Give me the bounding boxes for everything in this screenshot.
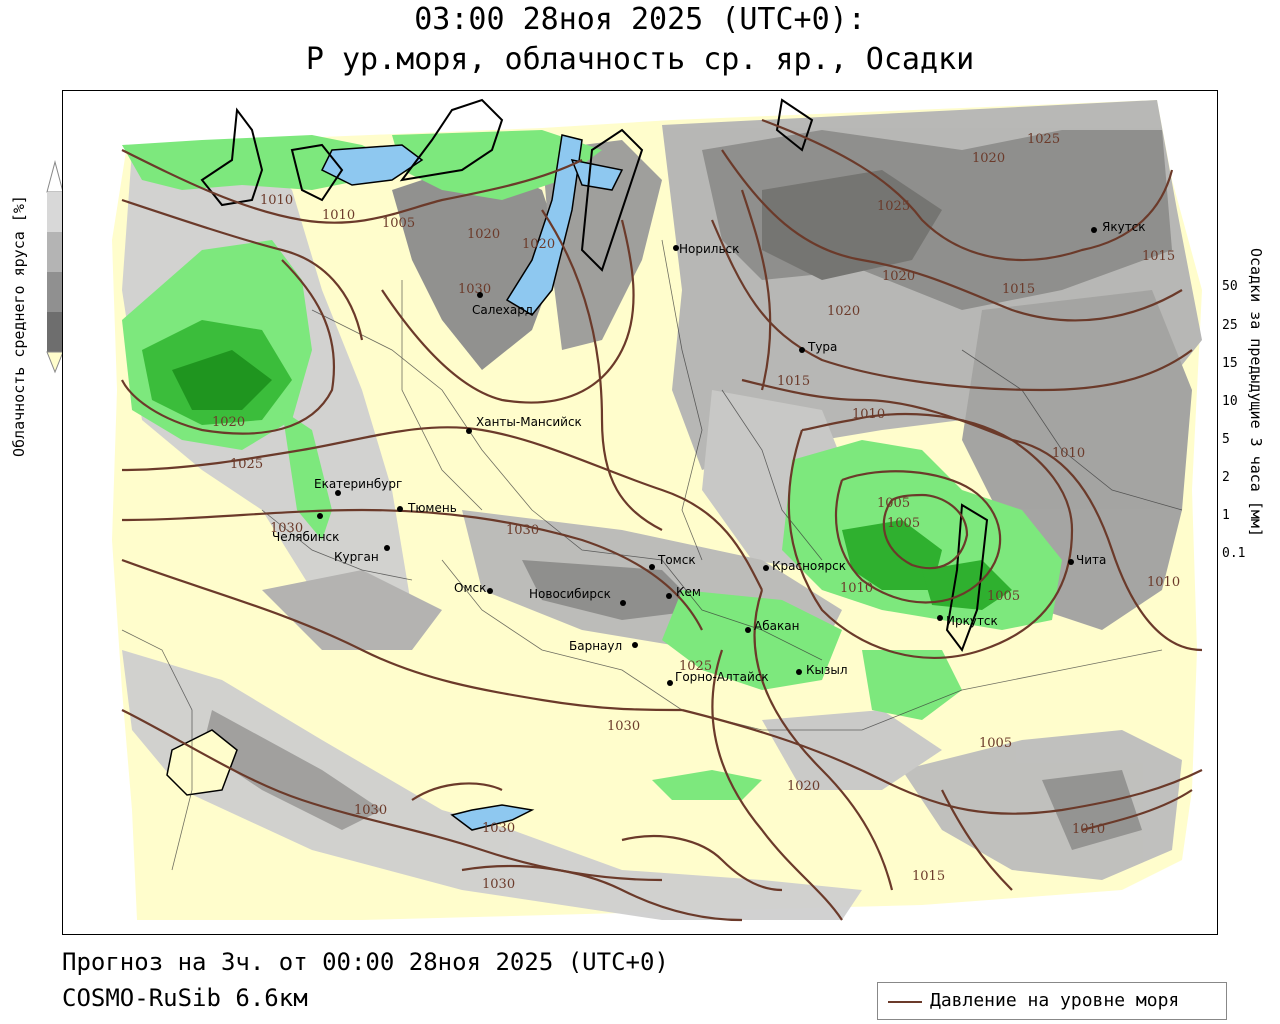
isobar-label: 1015 (777, 374, 810, 389)
pressure-legend-line (888, 1001, 922, 1003)
isobar-label: 1020 (827, 304, 860, 319)
isobar-label: 1005 (987, 589, 1020, 604)
city-label: Тюмень (407, 501, 457, 515)
isobar-label: 1005 (979, 736, 1012, 751)
isobar-label: 1005 (877, 496, 910, 511)
coastlines (200, 98, 989, 653)
city-label: Красноярск (772, 559, 846, 573)
precip-tick-15: 15 (1222, 356, 1238, 371)
isobar-label: 1025 (230, 457, 263, 472)
city-label: Абакан (754, 619, 799, 633)
isobar-label: 1010 (1052, 446, 1085, 461)
isobar-label: 1010 (1147, 575, 1180, 590)
isobar-label: 1020 (972, 151, 1005, 166)
city-label: Горно-Алтайск (675, 670, 769, 684)
isobar-label: 1010 (260, 193, 293, 208)
city-label: Кызыл (806, 663, 848, 677)
city-label: Томск (657, 553, 696, 567)
model-name: COSMO-RuSib 6.6км (62, 984, 308, 1012)
precip-tick-1: 1 (1222, 508, 1230, 523)
weather-map[interactable]: 1025 1020 1025 1015 1020 1015 1020 1015 … (62, 90, 1218, 935)
isobar-label: 1010 (840, 581, 873, 596)
isobar-label: 1030 (270, 521, 303, 536)
city-label: Норильск (679, 242, 739, 256)
isobars (121, 118, 1203, 922)
city-label: Омск (454, 581, 486, 595)
cloud-colorbar (46, 160, 64, 374)
isobar-label: 1020 (522, 237, 555, 252)
isobar-label: 1020 (787, 779, 820, 794)
city-label: Новосибирск (529, 587, 611, 601)
pressure-legend: Давление на уровне моря (877, 982, 1227, 1020)
isobar-label: 1020 (467, 227, 500, 242)
pressure-legend-label: Давление на уровне моря (930, 990, 1180, 1011)
isobar-label: 1030 (482, 821, 515, 836)
precip-tick-0.1: 0.1 (1222, 546, 1246, 561)
city-label: Кем (676, 585, 701, 599)
city-label: Тура (807, 340, 837, 354)
city-label: Челябинск (272, 530, 339, 544)
isobar-label: 1015 (1002, 282, 1035, 297)
city-label: Якутск (1102, 220, 1146, 234)
isobar-label: 1010 (1072, 822, 1105, 837)
precipitation (122, 130, 1062, 800)
precip-tick-10: 10 (1222, 394, 1238, 409)
precip-scale-label: Осадки за предыдущие 3 часа [мм] (1247, 248, 1265, 537)
city-label: Чита (1076, 553, 1106, 567)
isobar-label: 1020 (882, 269, 915, 284)
precip-tick-50: 50 (1222, 279, 1238, 294)
city-label: Иркутск (946, 614, 998, 628)
map-title-line1: 03:00 28ноя 2025 (UTC+0): (414, 2, 866, 37)
isobar-label: 1025 (1027, 132, 1060, 147)
city-label: Барнаул (569, 639, 622, 653)
city-label: Екатеринбург (314, 477, 402, 491)
isobar-label: 1015 (1142, 249, 1175, 264)
isobar-label: 1030 (354, 803, 387, 818)
isobar-label: 1010 (322, 208, 355, 223)
city-label: Курган (334, 550, 379, 564)
isobar-label: 1025 (679, 659, 712, 674)
cloud-scale-label: Облачность среднего яруса [%] (10, 195, 28, 457)
isobar-label: 1020 (212, 415, 245, 430)
precip-tick-2: 2 (1222, 470, 1230, 485)
forecast-info: Прогноз на 3ч. от 00:00 28ноя 2025 (UTC+… (62, 948, 669, 976)
map-title-line2: P ур.моря, облачность ср. яр., Осадки (305, 42, 975, 77)
precip-tick-25: 25 (1222, 318, 1238, 333)
isobar-labels: 1025 1020 1025 1015 1020 1015 1020 1015 … (212, 132, 1180, 892)
isobar-label: 1015 (912, 869, 945, 884)
city-markers: Якутск Норильск Салехард Тура Ханты-Манс… (272, 220, 1146, 686)
isobar-label: 1025 (877, 199, 910, 214)
water-bodies (166, 134, 624, 831)
isobar-label: 1005 (887, 516, 920, 531)
isobar-label: 1005 (382, 216, 415, 231)
isobar-label: 1030 (482, 877, 515, 892)
city-label: Ханты-Мансийск (476, 415, 582, 429)
precip-tick-5: 5 (1222, 432, 1230, 447)
city-label: Салехард (472, 303, 533, 317)
isobar-label: 1030 (506, 523, 539, 538)
isobar-label: 1010 (852, 407, 885, 422)
isobar-label: 1030 (607, 719, 640, 734)
isobar-label: 1030 (458, 282, 491, 297)
